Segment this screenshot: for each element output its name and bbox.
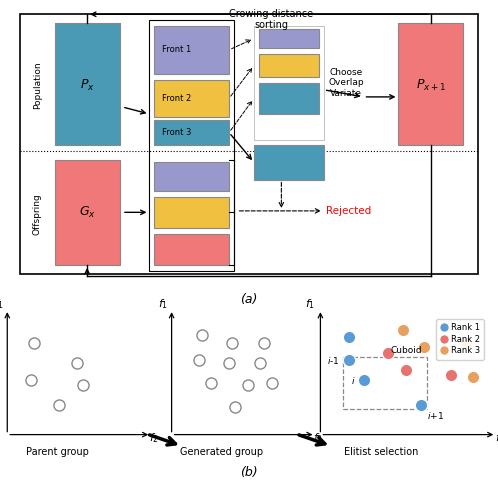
Bar xyxy=(154,26,229,74)
Text: $f_1$: $f_1$ xyxy=(0,297,4,310)
Text: $f_2$: $f_2$ xyxy=(313,432,323,446)
Text: $P_x$: $P_x$ xyxy=(80,78,95,93)
Bar xyxy=(149,20,234,271)
Bar xyxy=(254,26,324,140)
Text: $f_1$: $f_1$ xyxy=(158,297,169,310)
Bar xyxy=(154,196,229,228)
Bar xyxy=(259,28,319,48)
Text: Crowing distance
sorting: Crowing distance sorting xyxy=(230,8,313,30)
Text: $f_2$: $f_2$ xyxy=(495,432,498,446)
Text: Generated group: Generated group xyxy=(180,448,263,458)
Bar xyxy=(398,23,463,146)
Bar xyxy=(343,357,427,409)
Text: Front 1: Front 1 xyxy=(162,46,191,54)
Text: (b): (b) xyxy=(240,466,258,479)
Bar xyxy=(254,146,324,180)
Bar xyxy=(55,23,120,146)
Text: $i$-1: $i$-1 xyxy=(328,354,340,366)
Text: (a): (a) xyxy=(241,292,257,306)
Bar xyxy=(154,162,229,191)
Text: $f_1$: $f_1$ xyxy=(305,297,316,310)
Text: $P_{x+1}$: $P_{x+1}$ xyxy=(416,78,446,93)
Text: Front 2: Front 2 xyxy=(162,94,191,103)
Text: Elitist selection: Elitist selection xyxy=(344,448,418,458)
Legend: Rank 1, Rank 2, Rank 3: Rank 1, Rank 2, Rank 3 xyxy=(436,319,484,360)
Text: Rejected: Rejected xyxy=(326,206,372,216)
Text: $G_x$: $G_x$ xyxy=(79,205,96,220)
Bar xyxy=(154,80,229,117)
Text: Choose
Overlap
Variate: Choose Overlap Variate xyxy=(328,68,364,98)
Text: Front 3: Front 3 xyxy=(162,128,191,137)
Bar xyxy=(154,120,229,146)
Text: Cuboid: Cuboid xyxy=(390,346,422,355)
Bar xyxy=(55,160,120,265)
Text: $i$+1: $i$+1 xyxy=(427,410,444,421)
Text: Offspring: Offspring xyxy=(33,193,42,234)
Text: $i$: $i$ xyxy=(351,374,355,386)
Text: Population: Population xyxy=(33,62,42,110)
Bar xyxy=(259,54,319,77)
Bar xyxy=(154,234,229,265)
Text: $f_2$: $f_2$ xyxy=(149,432,159,446)
Bar xyxy=(259,82,319,114)
Text: Parent group: Parent group xyxy=(25,448,89,458)
